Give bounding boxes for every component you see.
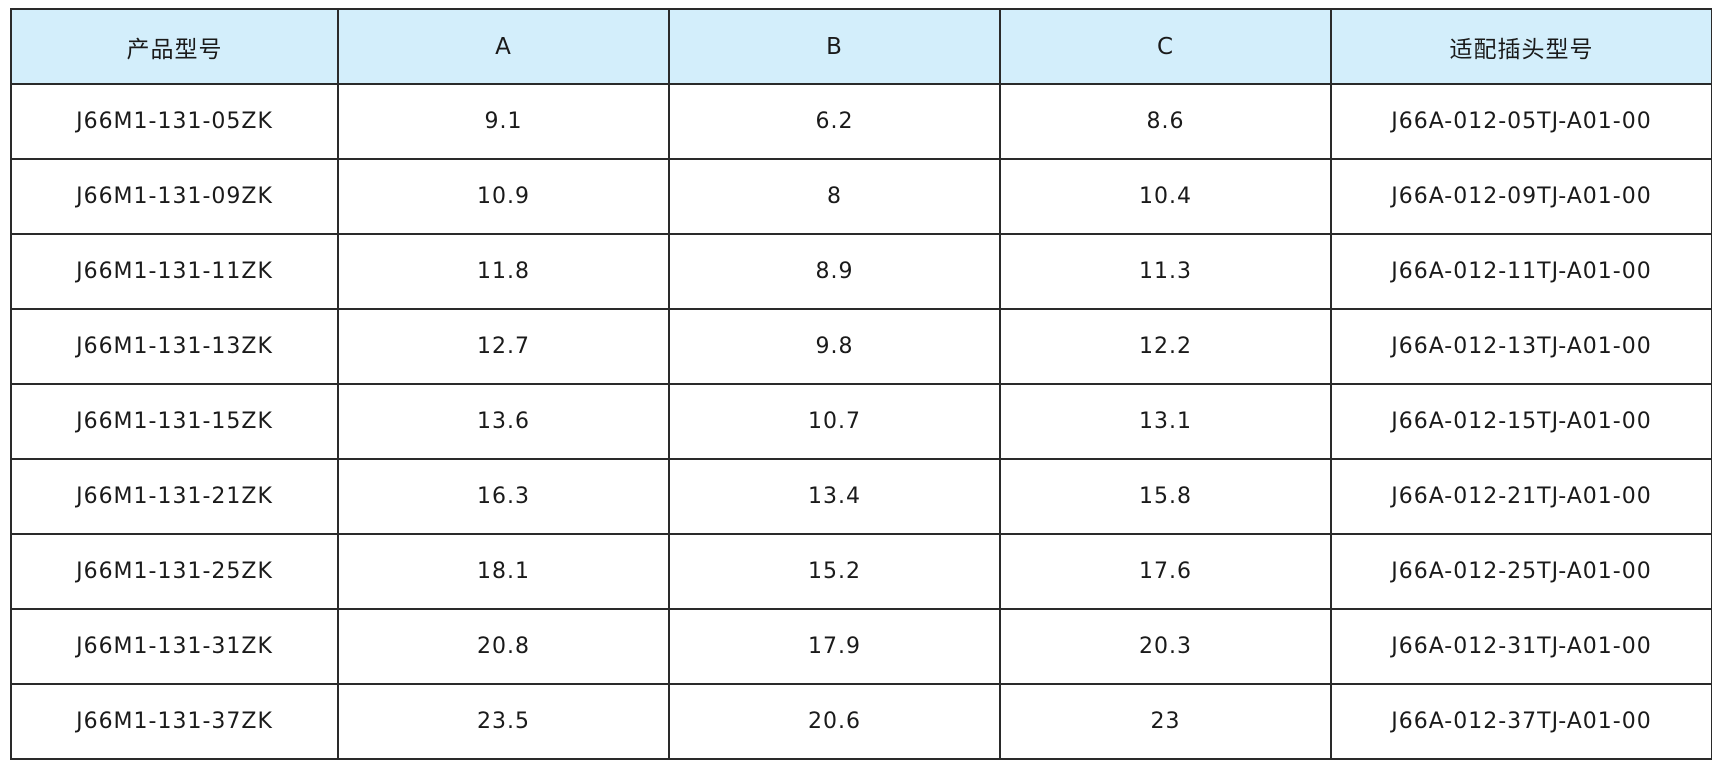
cell-c: 17.6: [999, 533, 1332, 610]
cell-plug-model: J66A-012-09TJ-A01-00: [1330, 158, 1712, 235]
cell-c: 15.8: [999, 458, 1332, 535]
cell-plug-model: J66A-012-15TJ-A01-00: [1330, 383, 1712, 460]
cell-a: 11.8: [337, 233, 670, 310]
cell-a: 20.8: [337, 608, 670, 685]
cell-b: 9.8: [668, 308, 1001, 385]
cell-b: 20.6: [668, 683, 1001, 760]
table-row: J66M1-131-15ZK 13.6 10.7 13.1 J66A-012-1…: [10, 383, 1712, 460]
cell-a: 9.1: [337, 83, 670, 160]
table-row: J66M1-131-09ZK 10.9 8 10.4 J66A-012-09TJ…: [10, 158, 1712, 235]
table-row: J66M1-131-11ZK 11.8 8.9 11.3 J66A-012-11…: [10, 233, 1712, 310]
cell-a: 12.7: [337, 308, 670, 385]
cell-b: 13.4: [668, 458, 1001, 535]
cell-c: 11.3: [999, 233, 1332, 310]
header-b: B: [668, 8, 1001, 85]
header-a: A: [337, 8, 670, 85]
cell-product-model: J66M1-131-31ZK: [10, 608, 339, 685]
cell-plug-model: J66A-012-11TJ-A01-00: [1330, 233, 1712, 310]
cell-plug-model: J66A-012-37TJ-A01-00: [1330, 683, 1712, 760]
table-row: J66M1-131-25ZK 18.1 15.2 17.6 J66A-012-2…: [10, 533, 1712, 610]
cell-c: 20.3: [999, 608, 1332, 685]
cell-b: 10.7: [668, 383, 1001, 460]
table-row: J66M1-131-37ZK 23.5 20.6 23 J66A-012-37T…: [10, 683, 1712, 760]
cell-plug-model: J66A-012-13TJ-A01-00: [1330, 308, 1712, 385]
cell-product-model: J66M1-131-13ZK: [10, 308, 339, 385]
table-row: J66M1-131-05ZK 9.1 6.2 8.6 J66A-012-05TJ…: [10, 83, 1712, 160]
cell-product-model: J66M1-131-05ZK: [10, 83, 339, 160]
cell-a: 13.6: [337, 383, 670, 460]
cell-c: 12.2: [999, 308, 1332, 385]
cell-plug-model: J66A-012-25TJ-A01-00: [1330, 533, 1712, 610]
table-row: J66M1-131-31ZK 20.8 17.9 20.3 J66A-012-3…: [10, 608, 1712, 685]
product-spec-table: 产品型号 A B C 适配插头型号 J66M1-131-05ZK 9.1 6.2…: [10, 8, 1712, 760]
header-row: 产品型号 A B C 适配插头型号: [10, 8, 1712, 85]
cell-c: 10.4: [999, 158, 1332, 235]
cell-a: 18.1: [337, 533, 670, 610]
cell-b: 17.9: [668, 608, 1001, 685]
header-c: C: [999, 8, 1332, 85]
cell-product-model: J66M1-131-11ZK: [10, 233, 339, 310]
cell-plug-model: J66A-012-21TJ-A01-00: [1330, 458, 1712, 535]
cell-a: 16.3: [337, 458, 670, 535]
cell-product-model: J66M1-131-15ZK: [10, 383, 339, 460]
cell-a: 10.9: [337, 158, 670, 235]
cell-c: 8.6: [999, 83, 1332, 160]
table-body: J66M1-131-05ZK 9.1 6.2 8.6 J66A-012-05TJ…: [10, 83, 1712, 760]
cell-c: 13.1: [999, 383, 1332, 460]
header-plug-model: 适配插头型号: [1330, 8, 1712, 85]
cell-b: 6.2: [668, 83, 1001, 160]
cell-b: 8.9: [668, 233, 1001, 310]
cell-b: 15.2: [668, 533, 1001, 610]
header-product-model: 产品型号: [10, 8, 339, 85]
cell-product-model: J66M1-131-21ZK: [10, 458, 339, 535]
table-row: J66M1-131-13ZK 12.7 9.8 12.2 J66A-012-13…: [10, 308, 1712, 385]
cell-c: 23: [999, 683, 1332, 760]
cell-product-model: J66M1-131-25ZK: [10, 533, 339, 610]
table-row: J66M1-131-21ZK 16.3 13.4 15.8 J66A-012-2…: [10, 458, 1712, 535]
cell-product-model: J66M1-131-09ZK: [10, 158, 339, 235]
cell-b: 8: [668, 158, 1001, 235]
cell-plug-model: J66A-012-31TJ-A01-00: [1330, 608, 1712, 685]
table-header: 产品型号 A B C 适配插头型号: [10, 8, 1712, 85]
cell-plug-model: J66A-012-05TJ-A01-00: [1330, 83, 1712, 160]
cell-a: 23.5: [337, 683, 670, 760]
cell-product-model: J66M1-131-37ZK: [10, 683, 339, 760]
